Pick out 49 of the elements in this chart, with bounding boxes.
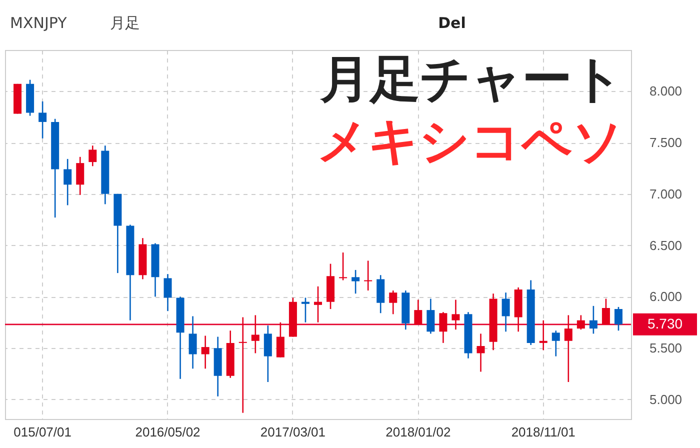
y-tick-label: 7.500 [650, 135, 682, 150]
x-tick-label: 2016/05/02 [135, 424, 200, 440]
candlestick [352, 269, 360, 294]
candlestick [426, 298, 435, 334]
candlestick [589, 305, 598, 334]
candlestick [339, 252, 348, 281]
candlestick [614, 306, 622, 332]
candlestick [251, 314, 260, 354]
candlestick [564, 314, 572, 383]
candlestick [314, 286, 322, 324]
x-tick-label: 2018/01/02 [386, 424, 451, 440]
candlestick [439, 311, 448, 344]
y-tick-label: 5.500 [650, 340, 682, 356]
text: MXNJPY [10, 14, 68, 32]
y-tick-label: 8.000 [650, 84, 682, 99]
candlestick [539, 320, 548, 351]
y-tick-label: 6.500 [650, 238, 682, 253]
x-tick-label: 2018/11/01 [511, 424, 576, 440]
x-tick-label: 015/07/01 [14, 424, 72, 440]
candlestick [201, 335, 210, 370]
candlestick [88, 144, 97, 167]
candlestick [502, 292, 510, 332]
text: 月足 [110, 14, 140, 32]
candlestick [476, 333, 485, 372]
candlestick [414, 299, 422, 326]
ref-line-label: 5.730 [647, 315, 683, 332]
y-tick-label: 7.000 [650, 186, 682, 202]
candlestick [452, 299, 460, 330]
candlestick [64, 158, 72, 206]
candlestick [602, 298, 610, 326]
y-tick-label: 6.000 [650, 289, 682, 304]
candlestick [164, 273, 172, 312]
candlestick [188, 316, 197, 370]
y-tick-label: 5.000 [650, 392, 682, 407]
x-tick-label: 2017/03/01 [260, 424, 326, 440]
chart-title: 月足チャート [319, 50, 623, 108]
candlestick [238, 316, 247, 414]
candlestick [301, 297, 310, 324]
candlestick [376, 274, 385, 314]
candlestick [264, 324, 272, 383]
candlestick [364, 260, 372, 292]
candlestick [552, 330, 560, 357]
candlestick [38, 100, 47, 140]
candlestick [389, 290, 398, 315]
candlestick [576, 314, 585, 330]
candlestick [76, 156, 84, 196]
candlestick [276, 322, 284, 358]
text: Del [438, 14, 466, 32]
text: メキシコペソ [317, 112, 623, 170]
